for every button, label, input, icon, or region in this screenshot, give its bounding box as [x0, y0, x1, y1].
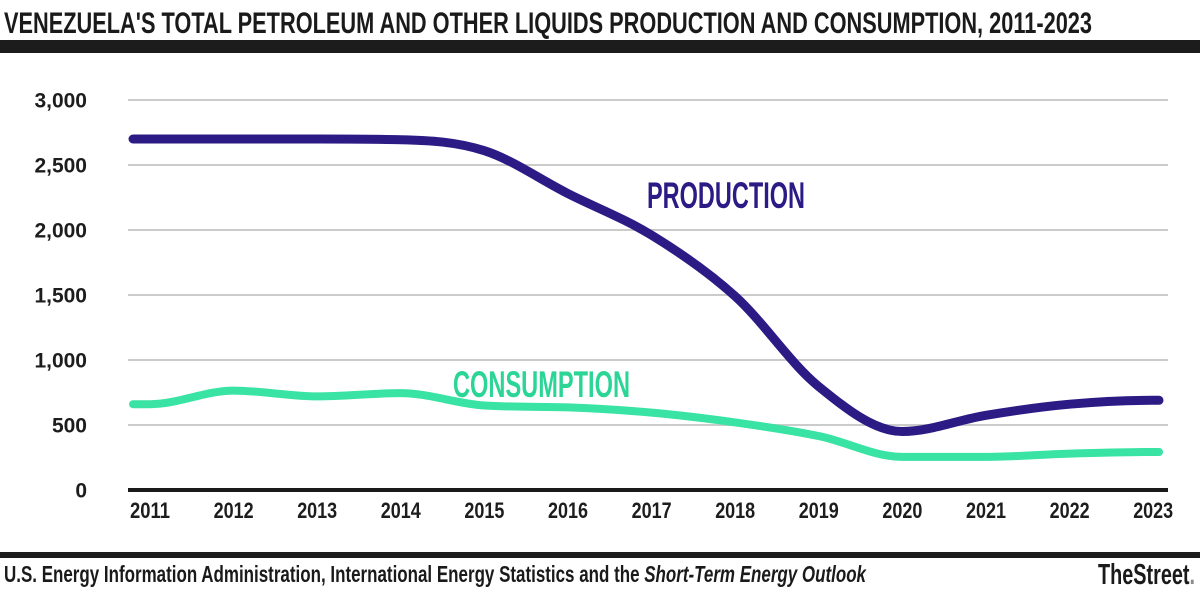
y-tick-label: 1,500 — [34, 285, 87, 308]
source-credit-italic: Short-Term Energy Outlook — [644, 561, 867, 587]
page-title: VENEZUELA'S TOTAL PETROLEUM AND OTHER LI… — [4, 7, 1092, 40]
x-tick-label: 2012 — [214, 498, 254, 523]
x-tick-label: 2022 — [1050, 498, 1090, 523]
x-tick-label: 2014 — [381, 498, 422, 523]
y-tick-label: 1,000 — [34, 350, 87, 373]
x-tick-label: 2016 — [548, 498, 588, 523]
series-label-layer: PRODUCTION CONSUMPTION — [453, 175, 805, 405]
x-tick-label: 2023 — [1133, 498, 1173, 523]
thestreet-logo: TheStreet. — [1098, 559, 1195, 591]
y-tick-label: 2,000 — [34, 220, 87, 243]
source-credit: U.S. Energy Information Administration, … — [4, 561, 867, 587]
x-tick-label: 2021 — [966, 498, 1006, 523]
grid-layer: 0 500 1,000 1,500 2,000 2,500 3,000 2011 2012 201… — [34, 90, 1173, 524]
consumption-series-label: CONSUMPTION — [453, 364, 630, 405]
thestreet-logo-period: . — [1189, 559, 1195, 591]
x-tick-label: 2011 — [130, 498, 170, 523]
x-tick-label: 2019 — [799, 498, 839, 523]
y-tick-label: 500 — [52, 415, 87, 438]
thestreet-logo-text: TheStreet — [1098, 559, 1190, 591]
x-tick-label: 2015 — [464, 498, 504, 523]
x-tick-label: 2017 — [632, 498, 672, 523]
footer-divider-bar — [0, 552, 1200, 558]
line-chart: 0 500 1,000 1,500 2,000 2,500 3,000 2011 2012 201… — [34, 90, 1173, 524]
y-tick-label: 3,000 — [34, 90, 87, 113]
y-tick-label: 2,500 — [34, 155, 87, 178]
chart-title-area: VENEZUELA'S TOTAL PETROLEUM AND OTHER LI… — [4, 7, 1092, 40]
production-line — [128, 134, 1164, 436]
footer: U.S. Energy Information Administration, … — [4, 559, 1195, 591]
series-layer — [128, 134, 1164, 461]
x-tick-label: 2020 — [882, 498, 922, 523]
source-credit-plain: U.S. Energy Information Administration, … — [4, 561, 644, 587]
y-tick-label: 0 — [75, 480, 87, 503]
x-tick-label: 2013 — [297, 498, 337, 523]
x-tick-label: 2018 — [715, 498, 755, 523]
title-divider-bar — [0, 40, 1200, 53]
production-series-label: PRODUCTION — [647, 175, 805, 216]
consumption-line — [129, 386, 1163, 461]
